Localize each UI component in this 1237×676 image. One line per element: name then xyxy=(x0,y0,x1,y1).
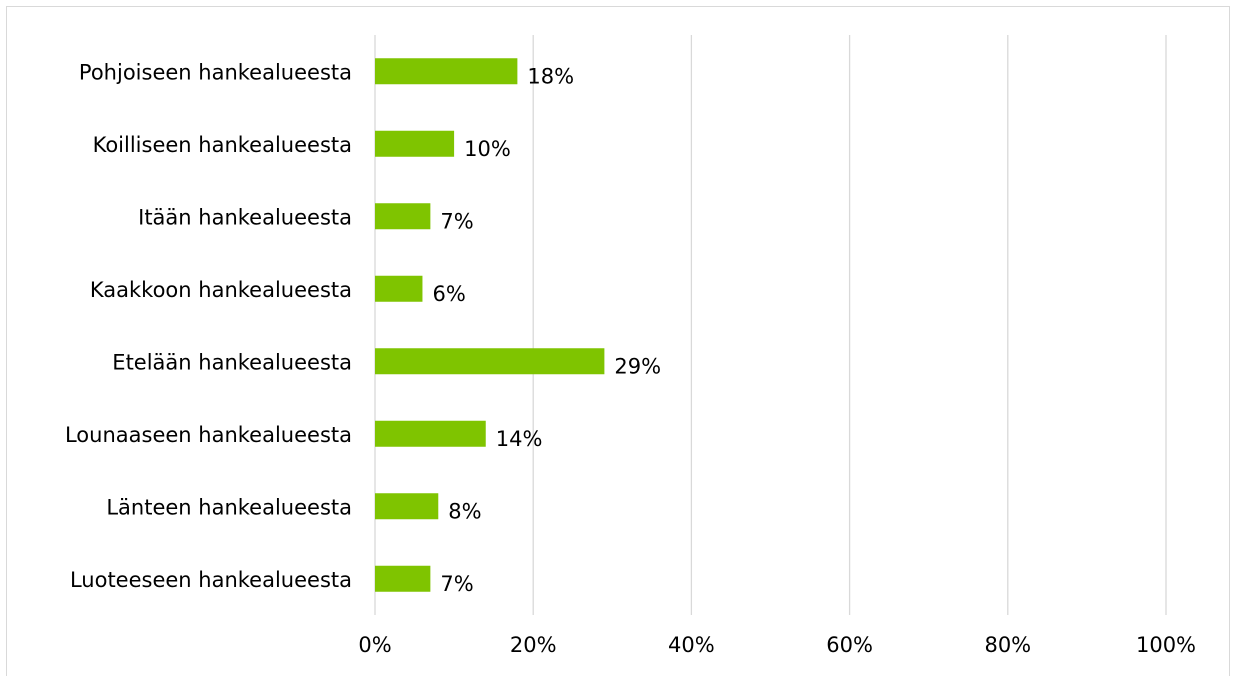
bar xyxy=(375,203,431,230)
value-label: 7% xyxy=(440,572,473,596)
chart-frame xyxy=(6,6,1230,676)
category-label: Pohjoiseen hankealueesta xyxy=(79,60,352,84)
category-label: Länteen hankealueesta xyxy=(106,495,352,519)
category-label: Luoteeseen hankealueesta xyxy=(70,568,352,592)
category-label: Etelään hankealueesta xyxy=(112,350,352,374)
x-tick-label: 0% xyxy=(358,633,391,657)
category-label: Kaakkoon hankealueesta xyxy=(90,278,352,302)
x-tick-label: 80% xyxy=(984,633,1031,657)
bar xyxy=(375,420,486,447)
value-label: 10% xyxy=(464,137,511,161)
x-tick-label: 60% xyxy=(826,633,873,657)
category-labels: Pohjoiseen hankealueesta Koilliseen hanke… xyxy=(65,60,352,592)
bar xyxy=(375,130,455,157)
bar xyxy=(375,348,605,375)
value-labels: 18% 10% 7% 6% 29% 14% 8% 7% xyxy=(432,64,661,596)
x-axis-ticks: 0% 20% 40% 60% 80% 100% xyxy=(358,633,1196,657)
category-label: Koilliseen hankealueesta xyxy=(93,133,352,157)
category-label: Itään hankealueesta xyxy=(138,205,352,229)
x-tick-label: 20% xyxy=(510,633,557,657)
x-tick-label: 40% xyxy=(668,633,715,657)
gridlines xyxy=(374,35,1167,615)
value-label: 8% xyxy=(448,499,481,523)
value-label: 14% xyxy=(496,427,543,451)
value-label: 6% xyxy=(432,282,465,306)
value-label: 18% xyxy=(527,64,574,88)
bar xyxy=(375,58,518,85)
bars xyxy=(375,58,605,592)
bar xyxy=(375,493,439,520)
bar xyxy=(375,275,423,302)
category-label: Lounaaseen hankealueesta xyxy=(65,423,352,447)
value-label: 29% xyxy=(614,354,661,378)
x-tick-label: 100% xyxy=(1136,633,1196,657)
value-label: 7% xyxy=(440,209,473,233)
bar xyxy=(375,565,431,592)
